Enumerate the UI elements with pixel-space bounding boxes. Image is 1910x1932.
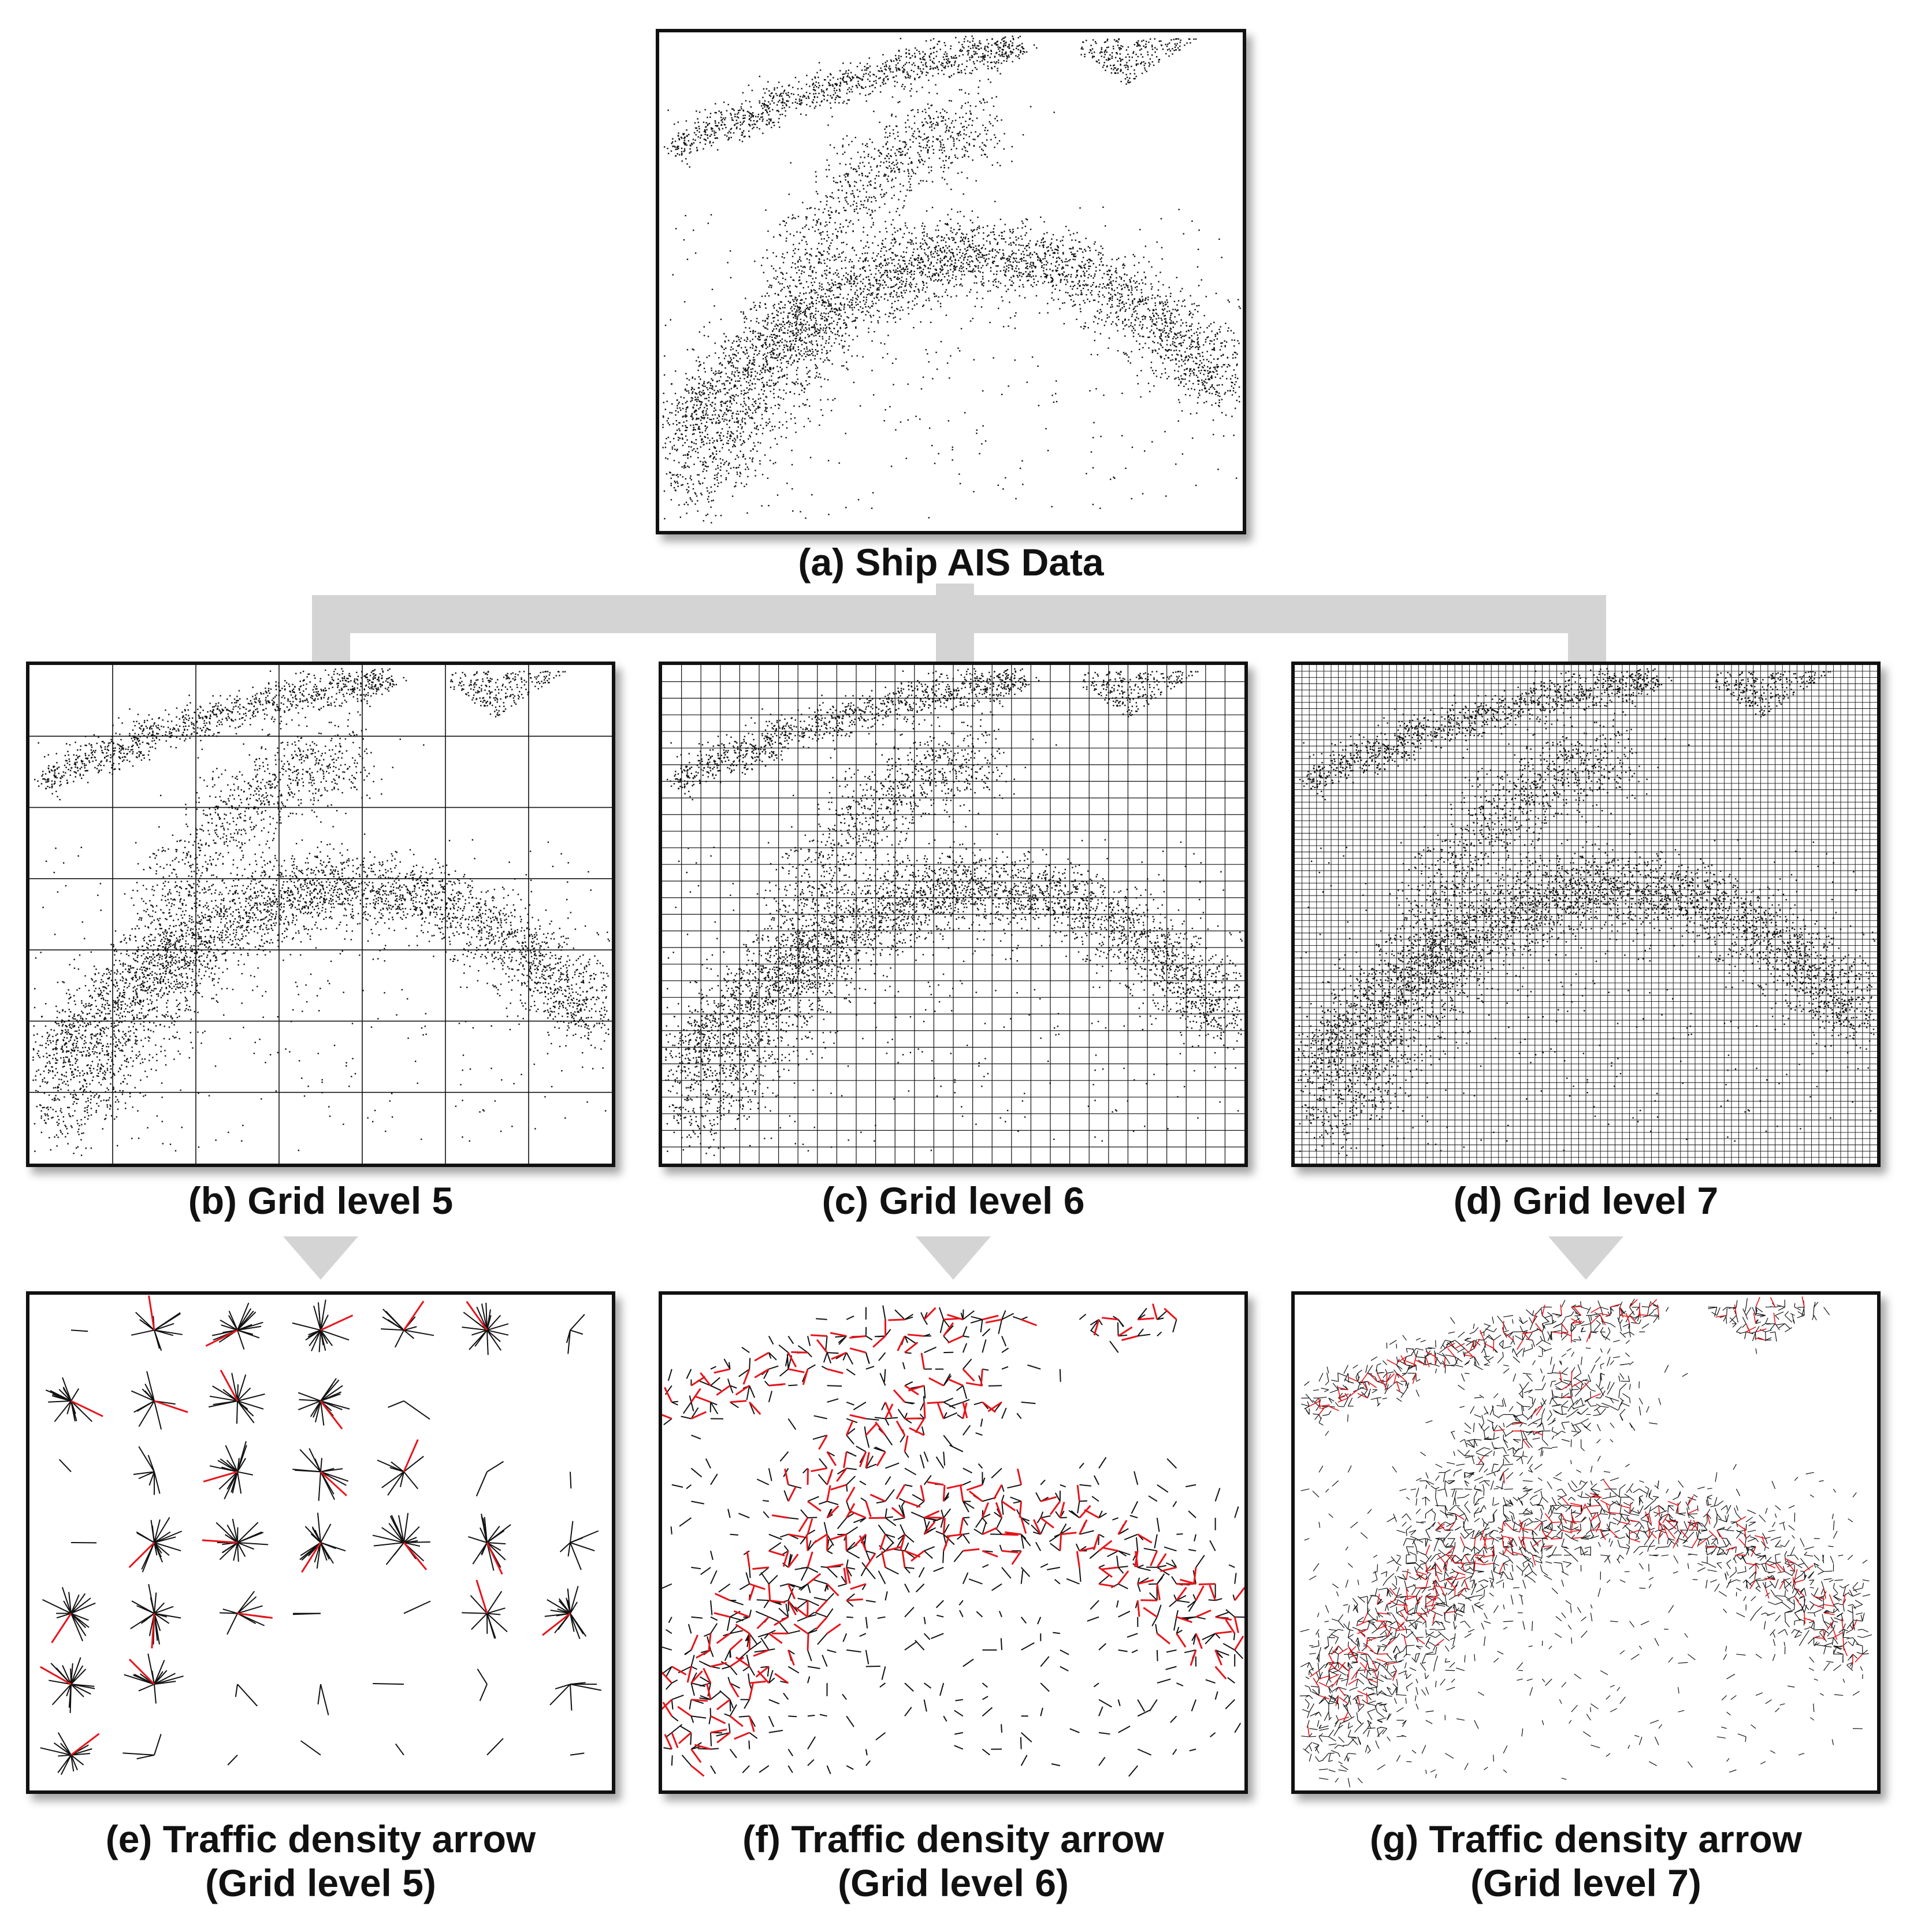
down-arrow-right-icon [1548, 1236, 1623, 1280]
traffic-arrow-level-6-plot [662, 1303, 1244, 1777]
ais-points [665, 668, 1243, 1156]
connector-drop-left [312, 595, 350, 664]
black-arrows [662, 1305, 1244, 1777]
caption-e-line1: (e) Traffic density arrow [26, 1817, 615, 1861]
caption-g: (g) Traffic density arrow (Grid level 7) [1291, 1817, 1881, 1905]
traffic-arrow-level-7-plot [1299, 1296, 1872, 1788]
panel-traffic-arrow-level-6 [659, 1291, 1248, 1794]
ais-points [32, 668, 610, 1156]
panel-traffic-arrow-level-5 [26, 1291, 615, 1794]
caption-b: (b) Grid level 5 [26, 1179, 615, 1223]
grid-lines [29, 665, 612, 1164]
red-arrows [1307, 1296, 1863, 1737]
caption-f: (f) Traffic density arrow (Grid level 6) [659, 1817, 1248, 1905]
traffic-arrow-level-5-plot [40, 1295, 601, 1775]
ais-scatter-plot [662, 35, 1241, 523]
black-arrows [40, 1299, 601, 1775]
caption-f-line2: (Grid level 6) [659, 1861, 1248, 1905]
grid-level-5-plot [29, 665, 612, 1164]
caption-g-line2: (Grid level 7) [1291, 1861, 1881, 1905]
panel-ship-ais-data [656, 29, 1246, 534]
red-arrows [40, 1295, 571, 1756]
caption-c: (c) Grid level 6 [659, 1179, 1248, 1223]
grid-level-7-plot [1295, 665, 1877, 1164]
ais-points [662, 35, 1241, 523]
connector-drop-right [1568, 595, 1606, 664]
caption-e-line2: (Grid level 5) [26, 1861, 615, 1905]
connector-drop-middle [936, 595, 974, 664]
ais-points [1298, 668, 1875, 1156]
caption-a: (a) Ship AIS Data [656, 540, 1246, 584]
caption-g-line1: (g) Traffic density arrow [1291, 1817, 1881, 1861]
caption-f-line1: (f) Traffic density arrow [659, 1817, 1248, 1861]
grid-lines [1295, 665, 1877, 1164]
caption-e: (e) Traffic density arrow (Grid level 5) [26, 1817, 615, 1905]
down-arrow-middle-icon [916, 1236, 991, 1280]
black-arrows [1299, 1298, 1872, 1788]
panel-grid-level-6 [659, 662, 1248, 1167]
grid-lines [662, 665, 1244, 1164]
grid-level-6-plot [662, 665, 1244, 1164]
panel-traffic-arrow-level-7 [1291, 1291, 1881, 1794]
panel-grid-level-7 [1291, 662, 1881, 1167]
panel-grid-level-5 [26, 662, 615, 1167]
caption-d: (d) Grid level 7 [1291, 1179, 1881, 1223]
red-arrows [662, 1303, 1244, 1777]
down-arrow-left-icon [283, 1236, 358, 1280]
